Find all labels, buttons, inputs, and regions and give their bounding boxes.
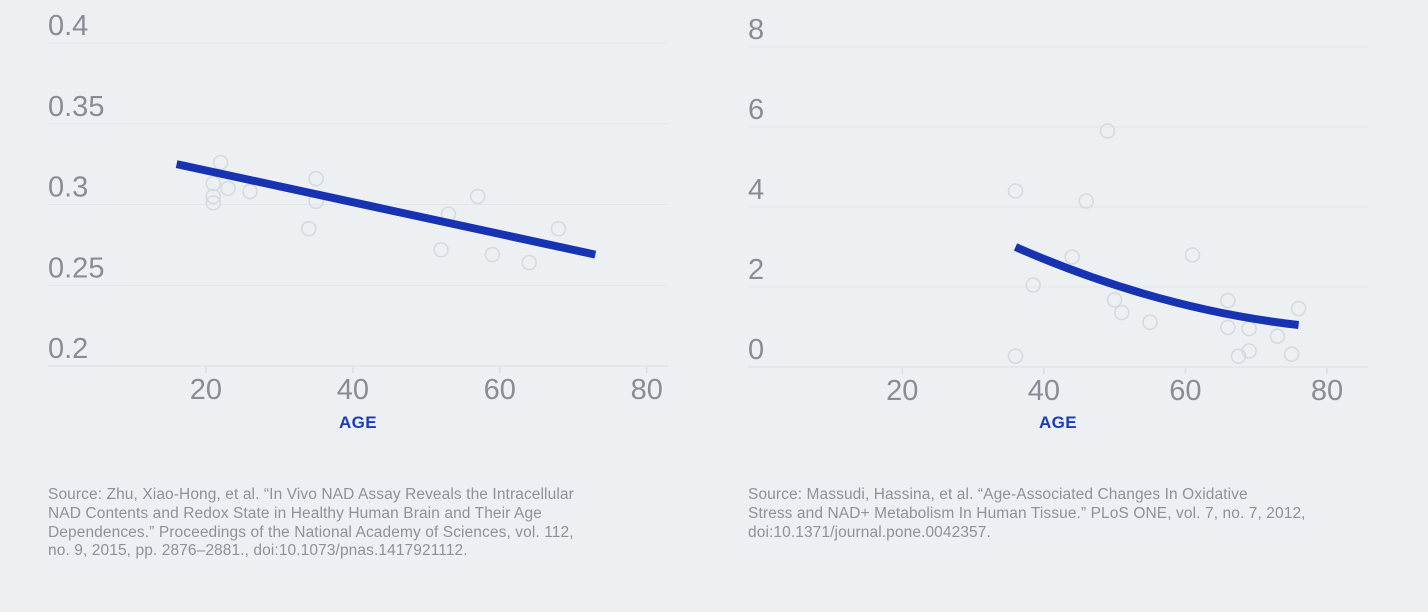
scatter-point [205,175,222,192]
trend-line [1013,243,1300,329]
trend-line [175,160,597,259]
scatter-point [469,188,486,205]
scatter-point [1007,183,1024,199]
x-tick-label: 60 [484,374,516,406]
y-tick-label: 0.3 [48,172,88,204]
scatter-point [433,241,449,258]
scatter-point [1142,314,1158,331]
y-tick-label: 2 [748,254,764,286]
scatter-point [1099,123,1116,139]
scatter-point [484,246,501,263]
scatter-point [300,220,317,237]
nad-brain-plot: 0.4 0.35 0.3 0.25 0.2 20 40 60 80 [48,10,668,406]
x-tick-label: 80 [1311,375,1343,407]
scatter-point [1106,291,1123,308]
scatter-point [1064,249,1081,265]
source-line: Source: Massudi, Hassina, et al. “Age-As… [748,486,1248,503]
y-tick-label: 0.35 [48,91,104,123]
source-line: NAD Contents and Redox State in Healthy … [48,504,542,522]
source-line: Stress and NAD+ Metabolism In Human Tiss… [748,504,1306,522]
source-citation: Source: Zhu, Xiao-Hong, et al. “In Vivo … [48,486,666,561]
scatter-point [205,195,222,211]
y-tick-label: 0.4 [48,10,88,42]
x-tick-label: 40 [1028,375,1060,407]
x-tick-label: 60 [1169,375,1201,407]
x-tick-label: 40 [337,374,369,406]
scatter-point [308,170,324,187]
x-tick-label: 20 [190,374,222,406]
scatter-point [1007,348,1024,365]
source-line: doi:10.1371/journal.pone.0042357. [748,523,991,541]
x-axis-title: AGE [338,413,378,432]
y-tick-label: 6 [748,94,764,126]
x-tick-label: 20 [886,375,918,407]
scatter-point [242,183,258,200]
scatter-point [1184,247,1201,263]
scatter-point [1269,328,1286,345]
chart-nad-brain: 0.4 0.35 0.3 0.25 0.2 20 40 60 80 AGE Source: Zh… [0,0,700,612]
scatter-point [1113,304,1130,321]
scatter-point [1290,300,1307,317]
scatter-point [220,180,236,197]
scatter-point [205,188,222,205]
y-tick-label: 0 [748,334,764,366]
scatter-point [1220,292,1236,309]
chart-nad-tissue: 8 6 4 2 0 20 40 60 80 AGE Source: Massudi, Hassi… [700,0,1428,612]
y-tick-label: 0.25 [48,252,104,284]
y-tick-label: 8 [748,14,764,46]
y-tick-label: 0.2 [48,333,88,365]
source-line: no. 9, 2015, pp. 2876–2881., doi:10.1073… [48,542,468,560]
y-tick-label: 4 [748,174,764,206]
scatter-point [550,220,567,237]
scatter-point [521,254,538,271]
x-tick-label: 80 [631,374,663,406]
scatter-point [1078,193,1095,209]
source-citation: Source: Massudi, Hassina, et al. “Age-As… [748,486,1410,542]
source-line: Source: Zhu, Xiao-Hong, et al. “In Vivo … [48,486,574,503]
source-line: Dependences.” Proceedings of the Nationa… [48,523,574,541]
scatter-point [1025,277,1042,293]
scatter-point [212,154,229,171]
scatter-point [1220,319,1236,336]
scatter-point [1241,343,1257,359]
scatter-point [1283,346,1300,363]
x-axis-title: AGE [1038,413,1078,432]
scatter-point [1241,320,1257,337]
